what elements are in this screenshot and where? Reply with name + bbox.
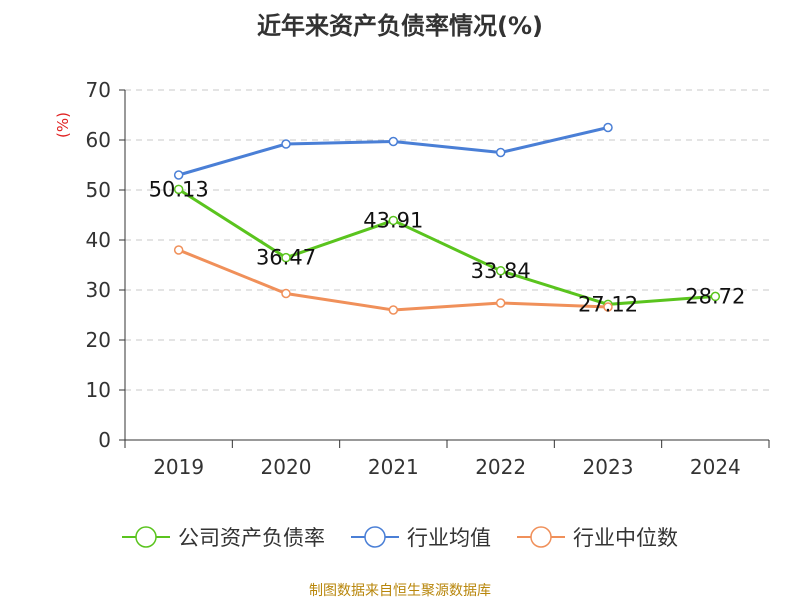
data-point [603, 122, 613, 133]
data-label: 36.47 [256, 246, 316, 270]
y-tick-label: 30 [86, 278, 111, 302]
series-line [178, 248, 609, 312]
data-label: 43.91 [363, 208, 423, 232]
x-tick-label: 2021 [368, 455, 419, 479]
legend-marker [135, 526, 157, 548]
y-tick-label: 60 [86, 128, 111, 152]
data-point [710, 291, 721, 302]
data-point [495, 266, 506, 276]
data-label: 50.13 [149, 177, 209, 201]
legend-item: 公司资产负债率 [122, 526, 325, 550]
data-point [495, 147, 506, 158]
series-line [177, 188, 716, 306]
legend-item: 行业均值 [351, 526, 491, 550]
source-note: 制图数据来自恒生聚源数据库 [309, 583, 491, 599]
data-label: 27.12 [578, 292, 638, 316]
data-point [603, 302, 613, 312]
legend-label: 行业均值 [407, 526, 491, 550]
x-tick-label: 2020 [261, 455, 312, 479]
x-tick-label: 2024 [690, 455, 741, 479]
legend: 公司资产负债率 行业均值 行业中位数 [122, 526, 678, 550]
x-tick-label: 2019 [153, 455, 204, 479]
legend-marker [364, 526, 386, 548]
data-point [281, 288, 291, 299]
data-point [388, 215, 399, 226]
data-point [173, 245, 184, 255]
data-point [281, 252, 291, 263]
y-tick-label: 50 [86, 178, 111, 202]
x-tick-label: 2022 [475, 455, 526, 479]
x-tick-label: 2023 [583, 455, 634, 479]
data-point [281, 139, 291, 149]
y-axis-label: (%) [54, 112, 72, 138]
legend-label: 行业中位数 [573, 526, 678, 550]
y-tick-label: 10 [86, 378, 111, 402]
y-tick-label: 20 [86, 328, 111, 352]
chart-title: 近年来资产负债率情况(%) [257, 12, 543, 40]
data-point [388, 305, 399, 315]
data-label: 28.72 [685, 284, 745, 308]
y-tick-label: 70 [86, 78, 111, 102]
legend-marker [530, 526, 552, 548]
data-point [388, 136, 399, 147]
legend-label: 公司资产负债率 [178, 526, 325, 550]
data-point [173, 184, 184, 195]
legend-item: 行业中位数 [517, 526, 678, 550]
y-tick-label: 40 [86, 228, 111, 252]
series-line [178, 126, 609, 177]
data-point [173, 170, 184, 180]
data-point [495, 298, 506, 308]
y-tick-label: 0 [98, 428, 111, 452]
data-label: 33.84 [471, 259, 531, 283]
